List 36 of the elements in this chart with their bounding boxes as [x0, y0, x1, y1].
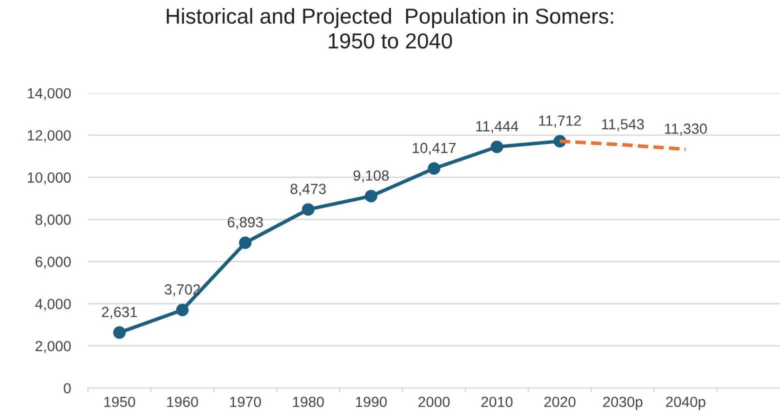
point: [302, 203, 314, 216]
data-label: 8,473: [290, 184, 326, 196]
x-tick-label: 1970: [230, 396, 261, 408]
point: [176, 304, 189, 316]
point: [490, 140, 504, 154]
x-tick-label: 1990: [356, 396, 387, 408]
x-tick-label: 1960: [167, 396, 198, 408]
point: [239, 236, 252, 250]
x-tick-label: 1980: [293, 396, 324, 408]
data-label: 2,631: [102, 306, 137, 319]
point: [364, 190, 378, 202]
x-tick-label: 2000: [418, 396, 450, 408]
y-tick-label: 6,000: [36, 256, 71, 269]
data-label: 11,330: [664, 124, 707, 136]
data-label: 10,417: [412, 142, 456, 155]
x-tick-label: 2030p: [603, 396, 642, 410]
y-tick-label: 14,000: [28, 88, 71, 100]
point: [428, 162, 440, 175]
y-tick-label: 4,000: [35, 298, 71, 311]
x-tick-label: 2010: [481, 396, 513, 408]
y-tick-label: 12,000: [28, 130, 71, 142]
data-label: 11,543: [602, 119, 644, 132]
data-label: 11,712: [539, 116, 581, 128]
y-tick-label: 2,000: [36, 340, 71, 354]
data-label: 11,444: [476, 121, 518, 134]
data-label: 6,893: [228, 217, 263, 230]
y-tick-label: 8,000: [35, 214, 71, 227]
data-label: 9,108: [354, 170, 389, 182]
y-tick-label: 0: [64, 383, 71, 394]
x-tick-label: 1950: [104, 396, 136, 408]
x-tick-label: 2040p: [666, 396, 706, 410]
data-label: 3,702: [164, 284, 200, 296]
chart-title: Historical and Projected Population in Somers: 1950 to 2040: [166, 8, 614, 49]
x-tick-label: 2020: [544, 396, 576, 408]
y-tick-label: 10,000: [28, 172, 71, 184]
point: [113, 326, 126, 339]
